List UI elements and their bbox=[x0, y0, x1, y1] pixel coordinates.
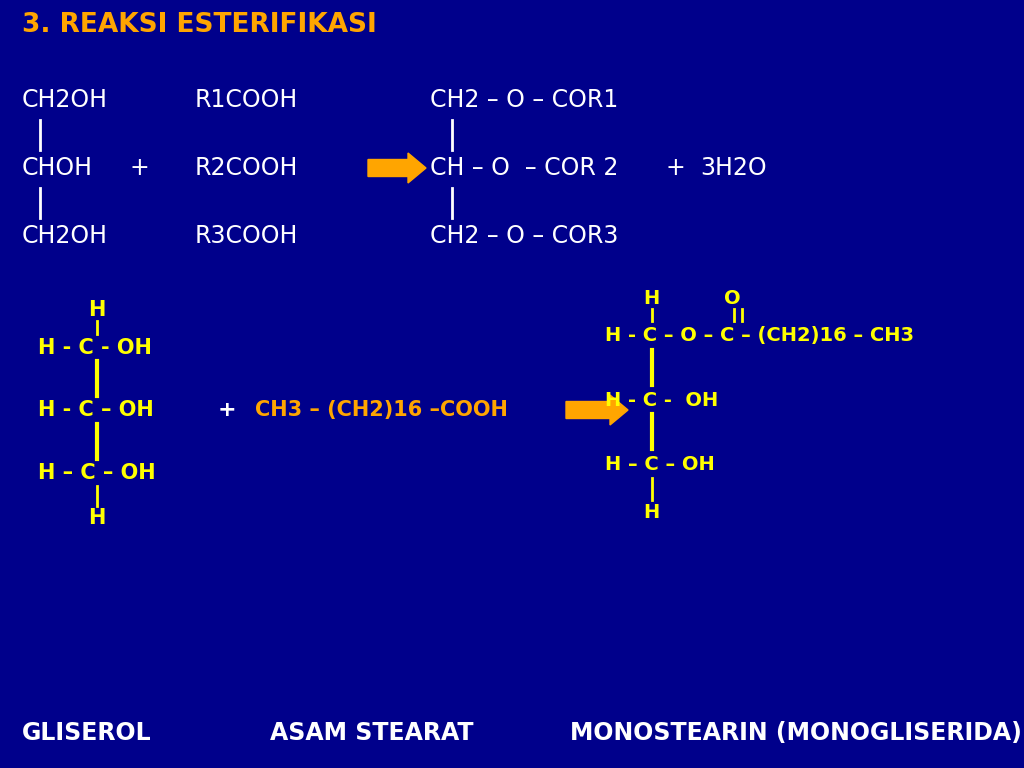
Text: H - C - OH: H - C - OH bbox=[38, 338, 152, 358]
Text: CH2OH: CH2OH bbox=[22, 224, 108, 248]
Text: +: + bbox=[665, 156, 685, 180]
Text: 3. REAKSI ESTERIFIKASI: 3. REAKSI ESTERIFIKASI bbox=[22, 12, 377, 38]
Text: R1COOH: R1COOH bbox=[195, 88, 298, 112]
Text: CHOH: CHOH bbox=[22, 156, 93, 180]
Text: CH3 – (CH2)16 –COOH: CH3 – (CH2)16 –COOH bbox=[255, 400, 508, 420]
Text: CH – O  – COR 2: CH – O – COR 2 bbox=[430, 156, 618, 180]
Text: R2COOH: R2COOH bbox=[195, 156, 298, 180]
Text: CH2 – O – COR3: CH2 – O – COR3 bbox=[430, 224, 618, 248]
Text: H – C – OH: H – C – OH bbox=[605, 455, 715, 474]
Text: H - C -  OH: H - C - OH bbox=[605, 390, 718, 409]
Text: GLISEROL: GLISEROL bbox=[22, 721, 152, 745]
Text: CH2 – O – COR1: CH2 – O – COR1 bbox=[430, 88, 618, 112]
Text: H – C – OH: H – C – OH bbox=[38, 463, 156, 483]
Text: R3COOH: R3COOH bbox=[195, 224, 298, 248]
Text: ASAM STEARAT: ASAM STEARAT bbox=[270, 721, 473, 745]
Text: H: H bbox=[643, 289, 659, 307]
Text: H: H bbox=[643, 504, 659, 522]
FancyArrow shape bbox=[566, 395, 628, 425]
Text: H: H bbox=[88, 508, 105, 528]
Text: H - C – O – C – (CH2)16 – CH3: H - C – O – C – (CH2)16 – CH3 bbox=[605, 326, 914, 346]
Text: +: + bbox=[130, 156, 150, 180]
Text: +: + bbox=[218, 400, 237, 420]
Text: MONOSTEARIN (MONOGLISERIDA): MONOSTEARIN (MONOGLISERIDA) bbox=[570, 721, 1022, 745]
Text: H - C – OH: H - C – OH bbox=[38, 400, 154, 420]
FancyArrow shape bbox=[368, 153, 426, 183]
Text: 3H2O: 3H2O bbox=[700, 156, 767, 180]
Text: O: O bbox=[724, 289, 740, 307]
Text: H: H bbox=[88, 300, 105, 320]
Text: CH2OH: CH2OH bbox=[22, 88, 108, 112]
